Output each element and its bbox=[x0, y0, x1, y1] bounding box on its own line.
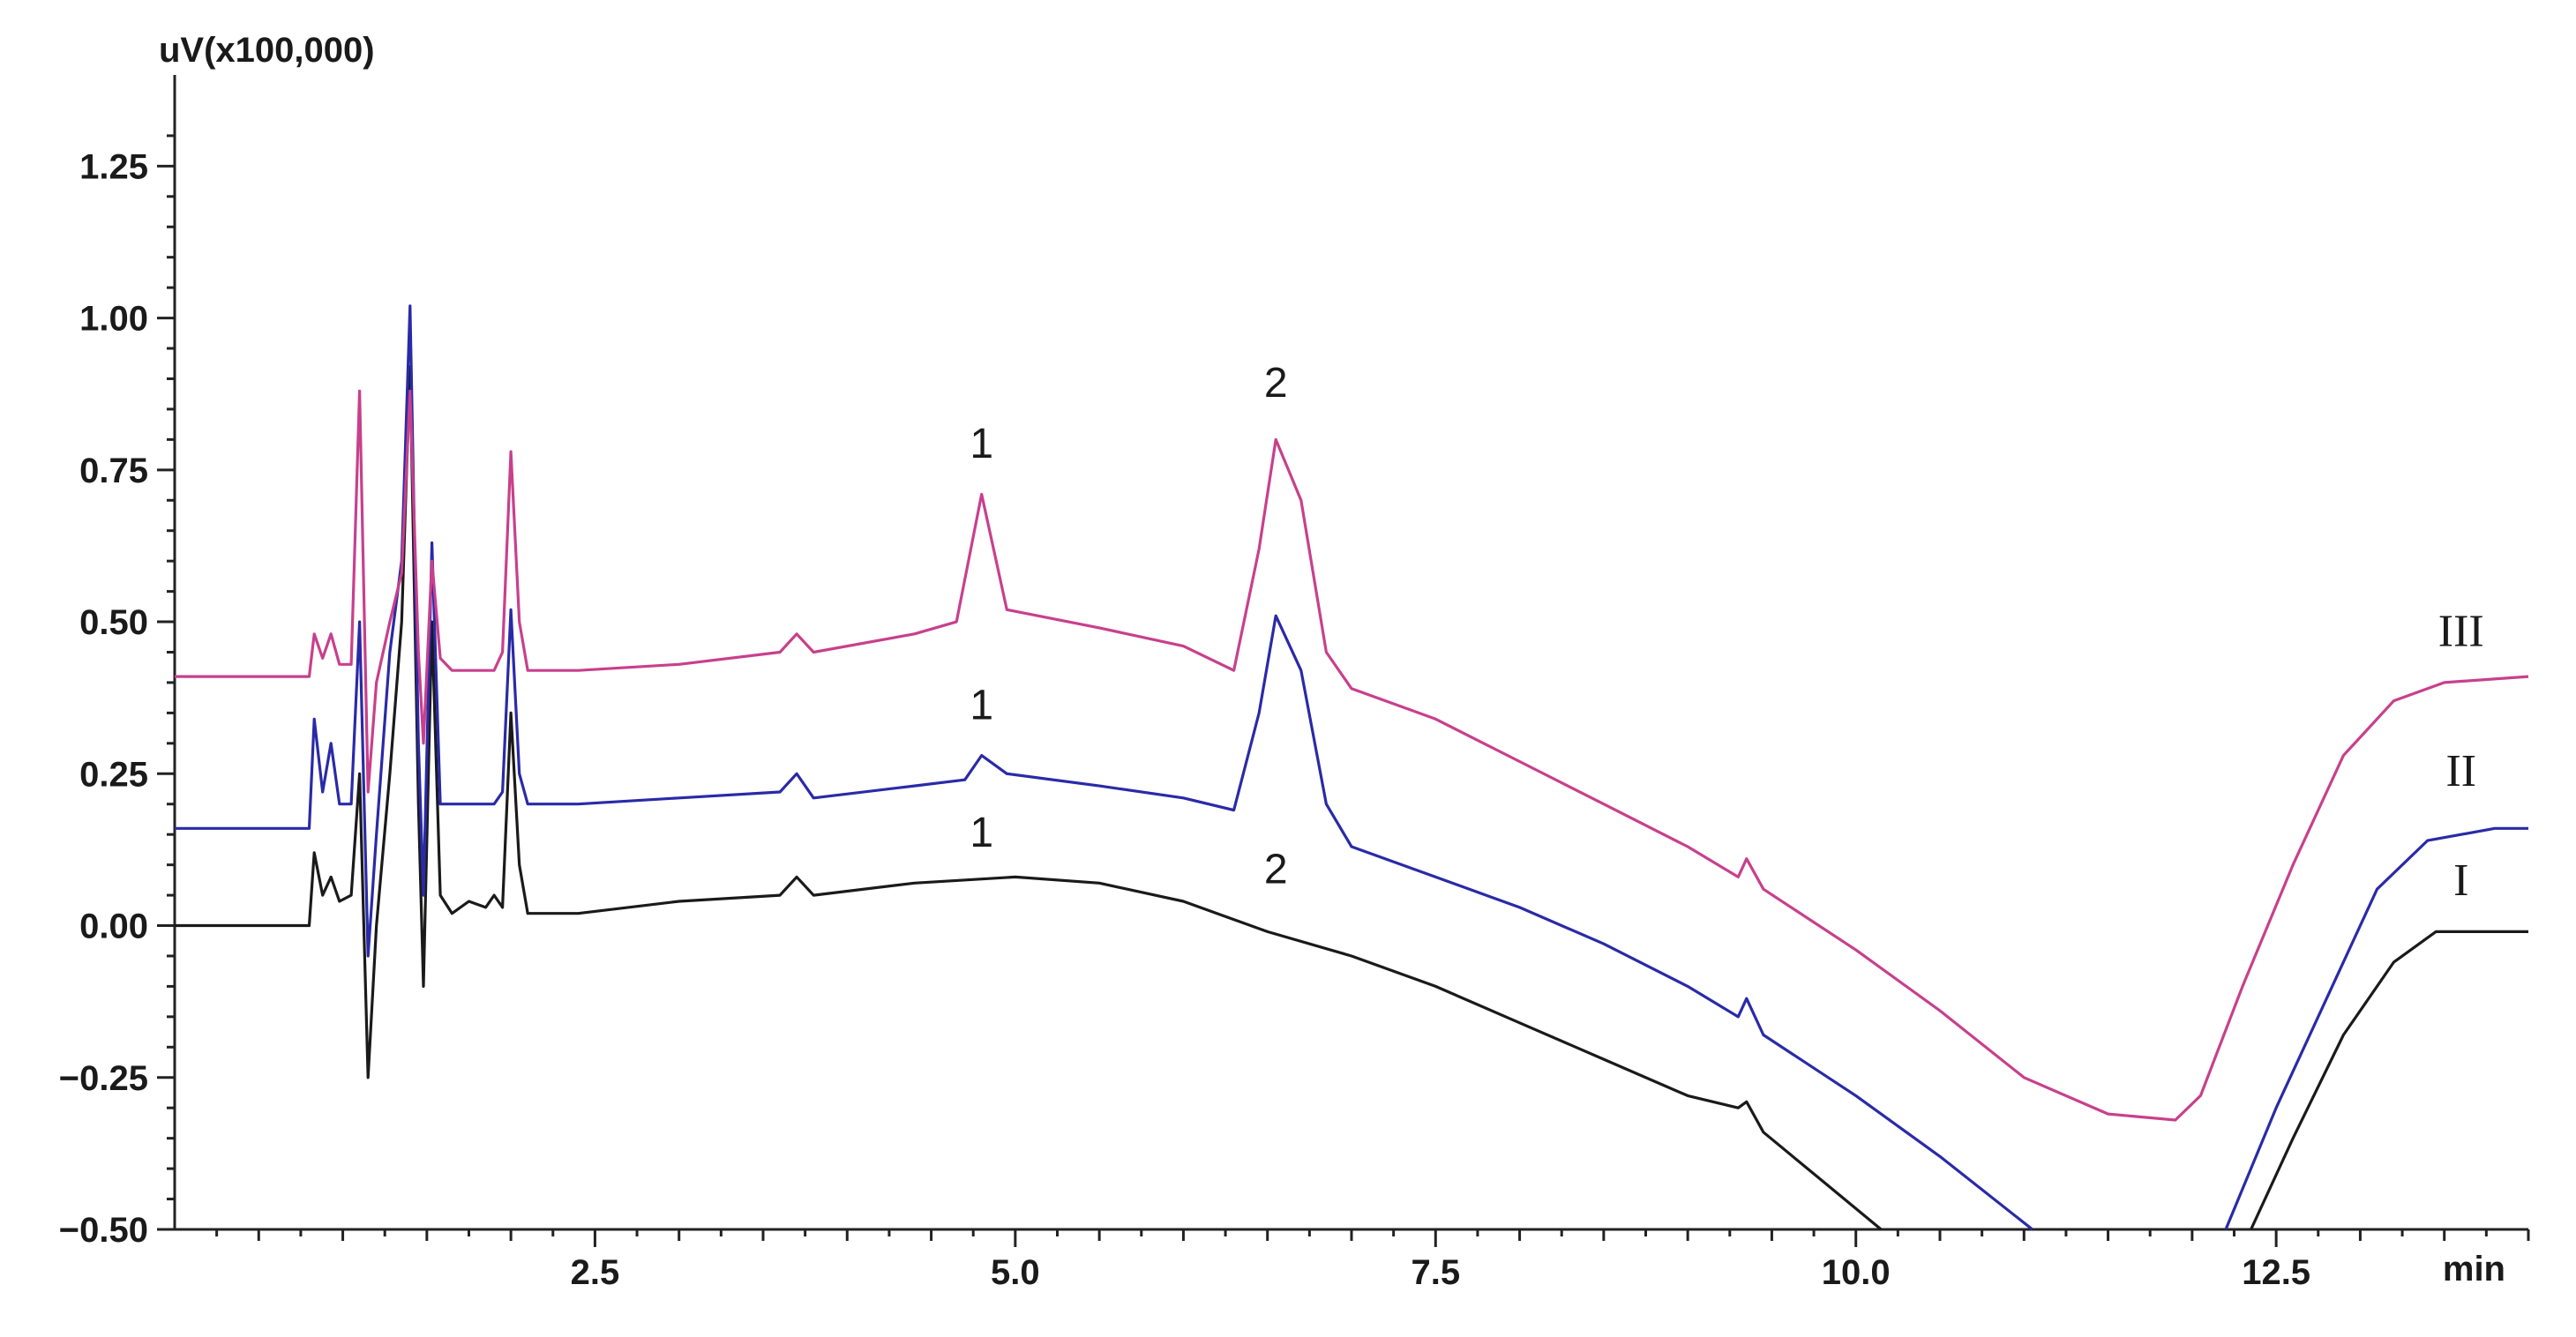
x-axis-unit-label: min bbox=[2443, 1250, 2505, 1288]
chart-axes: uV(x100,000) min bbox=[159, 31, 2528, 1288]
y-tick-label: 0.25 bbox=[79, 755, 148, 794]
peak-label: 1 bbox=[970, 421, 993, 467]
y-tick-label: −0.50 bbox=[59, 1211, 148, 1250]
peak-label: 1 bbox=[970, 682, 993, 728]
x-tick-label: 2.5 bbox=[571, 1253, 620, 1292]
trace-label: III bbox=[2438, 607, 2484, 657]
x-tick-label: 5.0 bbox=[991, 1253, 1040, 1292]
y-tick-label: −0.25 bbox=[59, 1059, 148, 1098]
peak-label: 2 bbox=[1264, 846, 1288, 893]
tick-group: 2.5 5.0 7.5 10.0 12.5 1.25 1.00 0.75 0.50 0.25 0.0… bbox=[59, 134, 2530, 1292]
y-tick-label: 0.50 bbox=[79, 603, 148, 642]
y-tick-label: 1.00 bbox=[79, 300, 148, 339]
trace-label: II bbox=[2445, 746, 2476, 796]
trace-label: I bbox=[2453, 855, 2468, 906]
trace-iii bbox=[175, 389, 2529, 1122]
y-axis-unit-label: uV(x100,000) bbox=[159, 31, 375, 70]
trace-ii bbox=[175, 304, 2528, 1231]
x-tick-label: 7.5 bbox=[1411, 1253, 1460, 1292]
x-tick-label: 12.5 bbox=[2242, 1253, 2310, 1292]
peak-label: 2 bbox=[1264, 360, 1288, 407]
y-tick-label: 0.00 bbox=[79, 908, 148, 946]
peak-label: 1 bbox=[970, 810, 993, 856]
trace-i bbox=[175, 365, 2528, 1231]
y-tick-label: 0.75 bbox=[79, 452, 148, 490]
x-tick-label: 10.0 bbox=[1822, 1253, 1891, 1292]
trace-group bbox=[175, 304, 2529, 1231]
y-tick-label: 1.25 bbox=[79, 147, 148, 186]
